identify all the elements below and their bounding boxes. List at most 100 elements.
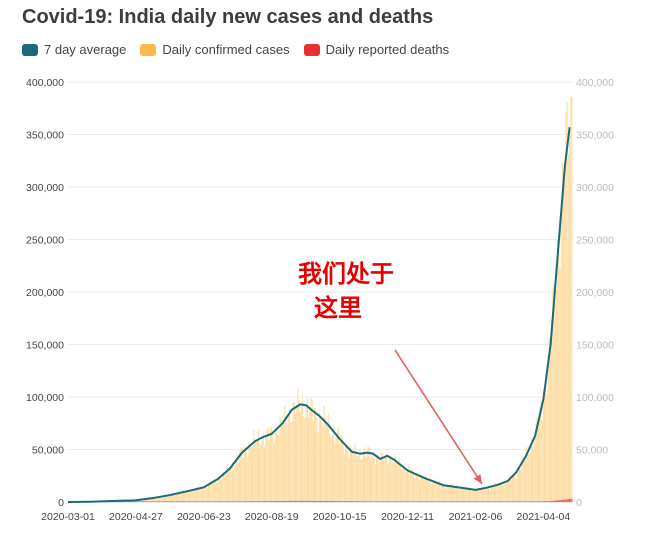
daily-deaths-bar <box>465 501 467 502</box>
daily-cases-bar <box>237 463 239 502</box>
daily-cases-bar <box>536 428 538 502</box>
daily-cases-bar <box>397 463 399 502</box>
daily-cases-bar <box>243 446 245 502</box>
daily-deaths-bar <box>215 501 217 502</box>
daily-deaths-bar <box>271 501 273 502</box>
daily-deaths-bar <box>526 501 528 502</box>
daily-deaths-bar <box>466 501 468 502</box>
daily-deaths-bar <box>544 501 546 502</box>
legend-item-7-day-average[interactable]: 7 day average <box>22 42 126 57</box>
daily-cases-bar <box>409 473 411 502</box>
y-tick-label-left: 0 <box>58 497 64 509</box>
legend-item-daily-reported-deaths[interactable]: Daily reported deaths <box>303 42 449 57</box>
legend-item-daily-confirmed-cases[interactable]: Daily confirmed cases <box>140 42 290 57</box>
daily-deaths-bar <box>240 501 242 502</box>
daily-deaths-bar <box>416 501 418 502</box>
daily-deaths-bar <box>365 501 367 502</box>
daily-deaths-bar <box>247 501 249 502</box>
daily-deaths-bar <box>473 501 475 502</box>
daily-cases-bar <box>173 493 175 502</box>
daily-deaths-bar <box>342 501 344 502</box>
daily-deaths-bar <box>234 501 236 502</box>
daily-deaths-bar <box>298 500 300 502</box>
daily-cases-bar <box>211 483 213 502</box>
daily-deaths-bar <box>428 501 430 502</box>
daily-deaths-bar <box>303 500 305 502</box>
daily-cases-bar <box>260 444 262 502</box>
daily-cases-bar <box>547 356 549 502</box>
daily-deaths-bar <box>333 501 335 502</box>
axes: 0 0 50,000 50,000 100,000 100,000 150,000 150,0… <box>26 77 614 523</box>
daily-cases-bar <box>541 419 543 502</box>
daily-deaths-bar <box>296 500 298 502</box>
daily-cases-bar <box>203 489 205 502</box>
daily-deaths-bar <box>156 501 158 502</box>
daily-cases-bar <box>320 416 322 502</box>
daily-cases-bar <box>501 484 503 502</box>
daily-deaths-bar <box>337 501 339 502</box>
daily-deaths-bar <box>136 501 138 502</box>
daily-cases-bar <box>247 458 249 502</box>
daily-cases-bar <box>435 484 437 502</box>
daily-deaths-bar <box>434 501 436 502</box>
daily-cases-bar <box>448 486 450 502</box>
daily-cases-bar <box>180 493 182 502</box>
daily-deaths-bar <box>129 501 131 502</box>
daily-deaths-bar <box>436 501 438 502</box>
daily-cases-bar <box>225 471 227 502</box>
daily-deaths-bar <box>390 501 392 502</box>
daily-cases-bar <box>184 491 186 502</box>
daily-cases-bar <box>515 479 517 502</box>
daily-cases-bar <box>147 498 149 502</box>
daily-cases-bar <box>316 417 318 502</box>
daily-deaths-bar <box>355 501 357 502</box>
daily-deaths-bar <box>308 500 310 502</box>
daily-deaths-bar <box>480 501 482 502</box>
daily-deaths-bar <box>523 501 525 502</box>
daily-deaths-bar <box>516 501 518 502</box>
daily-cases-bar <box>509 474 511 502</box>
daily-cases-bar <box>365 456 367 502</box>
daily-deaths-bar <box>524 501 526 502</box>
daily-cases-bar <box>443 485 445 502</box>
daily-deaths-bar <box>353 501 355 502</box>
daily-deaths-bar <box>209 501 211 502</box>
daily-cases-bar <box>347 451 349 502</box>
daily-deaths-bar <box>171 501 173 502</box>
daily-deaths-bar <box>130 501 132 502</box>
daily-cases-bar <box>171 494 173 502</box>
daily-cases-bar <box>223 472 225 502</box>
daily-deaths-bar <box>228 501 230 502</box>
daily-deaths-bar <box>244 501 246 502</box>
daily-deaths-bar <box>249 501 251 502</box>
daily-deaths-bar <box>180 501 182 502</box>
daily-deaths-bar <box>193 501 195 502</box>
daily-cases-bar <box>172 495 174 502</box>
daily-cases-bar <box>478 487 480 502</box>
daily-deaths-bar <box>345 501 347 502</box>
daily-deaths-bar <box>542 501 544 502</box>
chart-title: Covid-19: India daily new cases and deat… <box>22 6 434 28</box>
daily-deaths-bar <box>274 501 276 502</box>
daily-cases-bar <box>199 487 201 502</box>
daily-cases-bar <box>253 429 255 502</box>
daily-deaths-bar <box>430 501 432 502</box>
daily-cases-bar <box>283 419 285 502</box>
daily-deaths-bar <box>153 501 155 502</box>
daily-deaths-bar <box>125 501 127 502</box>
daily-deaths-bar <box>172 501 174 502</box>
daily-deaths-bar <box>211 501 213 502</box>
daily-cases-bar <box>327 425 329 502</box>
daily-deaths-bar <box>331 501 333 502</box>
daily-deaths-bar <box>477 501 479 502</box>
daily-cases-bar <box>340 435 342 502</box>
daily-deaths-bar <box>321 500 323 502</box>
daily-deaths-bar <box>291 500 293 502</box>
daily-deaths-bar <box>202 501 204 502</box>
daily-deaths-bar <box>507 501 509 502</box>
daily-cases-bar <box>159 497 161 502</box>
daily-deaths-bar <box>260 501 262 502</box>
daily-cases-bar <box>490 485 492 502</box>
daily-cases-bar <box>516 470 518 502</box>
daily-cases-bar <box>461 489 463 502</box>
